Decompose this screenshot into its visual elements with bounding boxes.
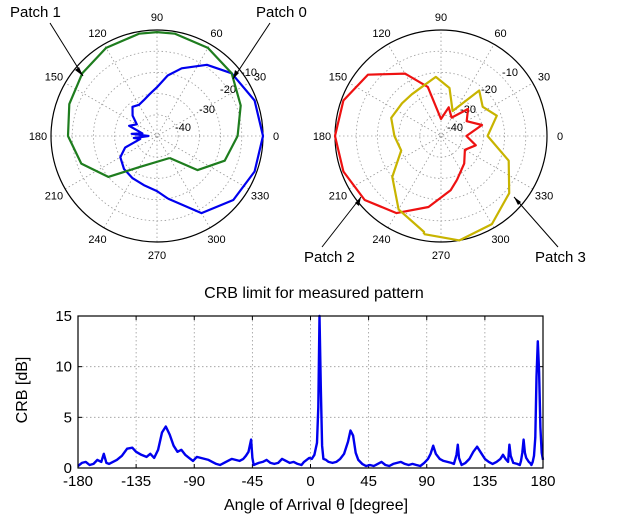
polar-angle-tick: 240	[88, 234, 106, 246]
polar-angle-tick: 30	[538, 72, 550, 84]
polar-grid-spoke	[349, 82, 533, 190]
polar-angle-tick: 120	[372, 28, 390, 40]
crb-series-line	[77, 314, 545, 468]
polar-radial-tick: -20	[481, 84, 497, 96]
y-axis-label: CRB [dB]	[14, 357, 31, 424]
x-tick-label: 45	[360, 473, 377, 490]
polar-plot-right: 0306090120150180210240270300330-10-20-30…	[313, 12, 563, 262]
y-tick-label: 15	[55, 308, 72, 325]
x-tick-label: 135	[472, 473, 497, 490]
polar-radial-tick: -10	[502, 67, 518, 79]
x-tick-label: -90	[183, 473, 205, 490]
annotation-patch-1: Patch 1	[10, 4, 61, 21]
polar-angle-tick: 0	[557, 131, 563, 143]
polar-angle-tick: 210	[329, 191, 347, 203]
polar-radial-tick: -40	[447, 122, 463, 134]
polar-angle-tick: 150	[329, 72, 347, 84]
polar-angle-tick: 240	[372, 234, 390, 246]
annotation-patch-0: Patch 0	[256, 4, 307, 21]
annotation-arrowhead-patch-2	[355, 197, 361, 206]
chart-title: CRB limit for measured pattern	[204, 285, 424, 302]
polar-grid-spoke	[387, 44, 495, 228]
polar-grid-spoke	[103, 44, 211, 228]
annotation-arrowhead-patch-1	[75, 67, 83, 76]
plot-frame	[77, 315, 544, 469]
polar-angle-tick: 30	[254, 72, 266, 84]
polar-angle-tick: 180	[29, 131, 47, 143]
polar-angle-tick: 60	[494, 28, 506, 40]
y-tick-label: 0	[64, 460, 72, 477]
annotation-arrow-patch-3	[513, 196, 559, 248]
x-tick-label: 90	[418, 473, 435, 490]
polar-angle-tick: 330	[251, 191, 269, 203]
polar-series-line	[119, 63, 265, 215]
annotation-arrow-patch-0	[232, 22, 271, 80]
polar-series-line	[390, 75, 511, 242]
polar-angle-tick: 60	[210, 28, 222, 40]
x-axis-label: Angle of Arrival θ [degree]	[224, 497, 408, 514]
polar-grid-spoke	[65, 82, 249, 190]
polar-radial-tick: -40	[175, 122, 191, 134]
annotation-arrowhead-patch-3	[514, 197, 521, 205]
polar-angle-tick: 270	[432, 250, 450, 262]
polar-plot-left: 0 30 60 90 120 150 180 210 240 270 300 330 -10 -20 -30…	[29, 12, 279, 262]
polar-grid-spoke	[103, 44, 211, 228]
crb-plot: CRB limit for measured pattern CRB [dB] …	[14, 285, 556, 514]
x-tick-label: -180	[63, 473, 93, 490]
polar-angle-tick: 330	[535, 191, 553, 203]
polar-series-line	[66, 31, 242, 178]
polar-angle-tick: 180	[313, 131, 331, 143]
polar-grid-ring	[93, 72, 221, 200]
polar-angle-tick: 270	[148, 250, 166, 262]
x-tick-label: -45	[242, 473, 264, 490]
polar-grid-ring	[376, 72, 505, 200]
polar-radial-tick: -10	[241, 67, 257, 79]
x-tick-label: 180	[530, 473, 555, 490]
y-tick-label: 10	[55, 359, 72, 376]
x-tick-label: -135	[121, 473, 151, 490]
annotation-patch-2: Patch 2	[304, 249, 355, 266]
polar-grid-spoke	[349, 82, 533, 190]
polar-angle-tick: 120	[88, 28, 106, 40]
x-tick-label: 0	[306, 473, 314, 490]
annotation-arrowhead-patch-0	[233, 70, 239, 79]
annotation-arrow-patch-1	[49, 22, 84, 77]
polar-angle-tick: 0	[273, 131, 279, 143]
y-tick-label: 5	[64, 409, 72, 426]
polar-angle-tick: 150	[45, 72, 63, 84]
polar-angle-tick: 210	[45, 191, 63, 203]
polar-angle-tick: 90	[435, 12, 447, 24]
polar-angle-tick: 90	[151, 12, 163, 24]
polar-angle-tick: 300	[491, 234, 509, 246]
polar-grid-spoke	[65, 82, 249, 190]
annotation-arrow-patch-2	[321, 196, 362, 248]
annotation-patch-3: Patch 3	[535, 249, 586, 266]
polar-radial-tick: -20	[220, 84, 236, 96]
polar-radial-tick: -30	[199, 104, 215, 116]
polar-angle-tick: 300	[207, 234, 225, 246]
polar-series-line	[333, 72, 484, 215]
